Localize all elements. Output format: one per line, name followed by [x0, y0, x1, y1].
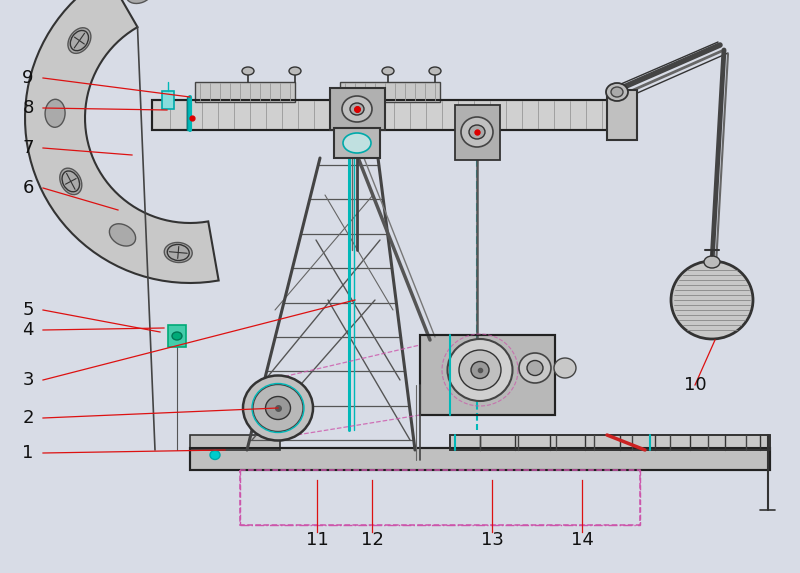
- Bar: [190, 448, 770, 470]
- Text: 7: 7: [22, 139, 34, 157]
- Bar: [240, 470, 640, 525]
- Ellipse shape: [461, 117, 493, 147]
- Ellipse shape: [266, 397, 290, 419]
- Bar: [450, 435, 770, 450]
- Text: 14: 14: [570, 531, 594, 549]
- Ellipse shape: [70, 30, 89, 50]
- Bar: [450, 435, 770, 450]
- Text: 4: 4: [22, 321, 34, 339]
- Bar: [455, 105, 500, 160]
- Ellipse shape: [253, 384, 303, 431]
- Bar: [168, 325, 186, 347]
- Ellipse shape: [172, 332, 182, 340]
- Bar: [420, 335, 555, 415]
- Ellipse shape: [210, 450, 220, 460]
- Ellipse shape: [243, 375, 313, 441]
- Bar: [190, 448, 770, 470]
- Text: 3: 3: [22, 371, 34, 389]
- Bar: [162, 91, 174, 109]
- Ellipse shape: [704, 256, 720, 268]
- Ellipse shape: [126, 0, 153, 3]
- Text: 11: 11: [306, 531, 328, 549]
- Text: 12: 12: [361, 531, 383, 549]
- Ellipse shape: [45, 99, 65, 127]
- Ellipse shape: [471, 362, 489, 379]
- Ellipse shape: [429, 67, 441, 75]
- Ellipse shape: [519, 353, 551, 383]
- Ellipse shape: [110, 224, 136, 246]
- Ellipse shape: [68, 28, 91, 53]
- Ellipse shape: [469, 125, 485, 139]
- Bar: [607, 90, 637, 140]
- Text: 5: 5: [22, 301, 34, 319]
- Text: 9: 9: [22, 69, 34, 87]
- Text: 2: 2: [22, 409, 34, 427]
- Bar: [420, 335, 555, 415]
- Bar: [330, 88, 385, 130]
- Ellipse shape: [459, 350, 501, 390]
- Ellipse shape: [611, 87, 623, 97]
- Text: 10: 10: [684, 376, 706, 394]
- Bar: [152, 100, 617, 130]
- Ellipse shape: [671, 261, 753, 339]
- Text: 13: 13: [481, 531, 503, 549]
- Ellipse shape: [60, 168, 82, 195]
- Bar: [195, 82, 295, 102]
- Bar: [334, 128, 380, 158]
- Ellipse shape: [164, 242, 192, 262]
- Text: 6: 6: [22, 179, 34, 197]
- Ellipse shape: [527, 360, 543, 375]
- Bar: [190, 435, 280, 450]
- Ellipse shape: [62, 171, 79, 192]
- Ellipse shape: [167, 245, 190, 261]
- Ellipse shape: [342, 96, 372, 122]
- Ellipse shape: [554, 358, 576, 378]
- Text: 8: 8: [22, 99, 34, 117]
- Ellipse shape: [350, 103, 364, 115]
- Ellipse shape: [343, 133, 371, 153]
- Text: 1: 1: [22, 444, 34, 462]
- Ellipse shape: [242, 67, 254, 75]
- Ellipse shape: [289, 67, 301, 75]
- Polygon shape: [25, 0, 218, 283]
- Ellipse shape: [606, 83, 628, 101]
- Ellipse shape: [382, 67, 394, 75]
- Bar: [340, 82, 440, 102]
- Ellipse shape: [447, 339, 513, 401]
- Bar: [152, 100, 617, 130]
